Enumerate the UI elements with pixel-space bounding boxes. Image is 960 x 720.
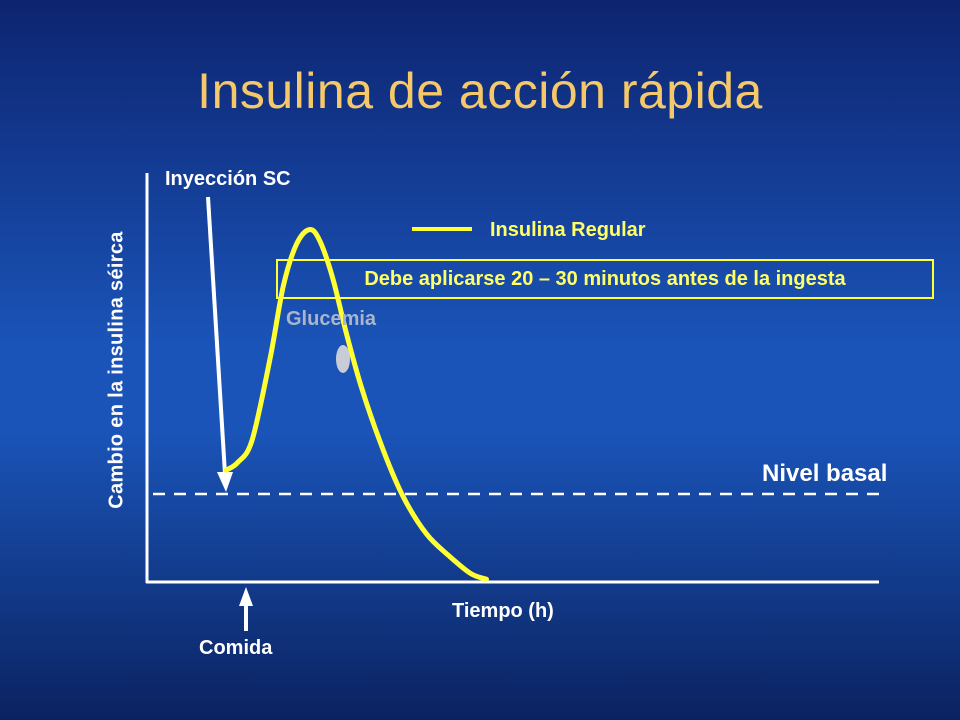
injection-arrow-head [217,472,233,492]
legend-label: Insulina Regular [490,219,646,241]
injection-label: Inyección SC [165,168,291,190]
baseline-label: Nivel basal [762,460,888,487]
glucemia-marker [336,345,350,373]
x-axis-label: Tiempo (h) [452,600,554,622]
y-axis-label: Cambio en la insulina séirca [105,231,128,509]
meal-label: Comida [199,637,273,659]
meal-arrow-head [239,587,253,606]
glucemia-label: Glucemia [286,308,377,330]
timing-note: Debe aplicarse 20 – 30 minutos antes de … [276,259,934,299]
injection-arrow [206,196,227,475]
slide-title: Insulina de acción rápida [197,63,763,119]
series-line-insulina-regular [223,227,489,582]
